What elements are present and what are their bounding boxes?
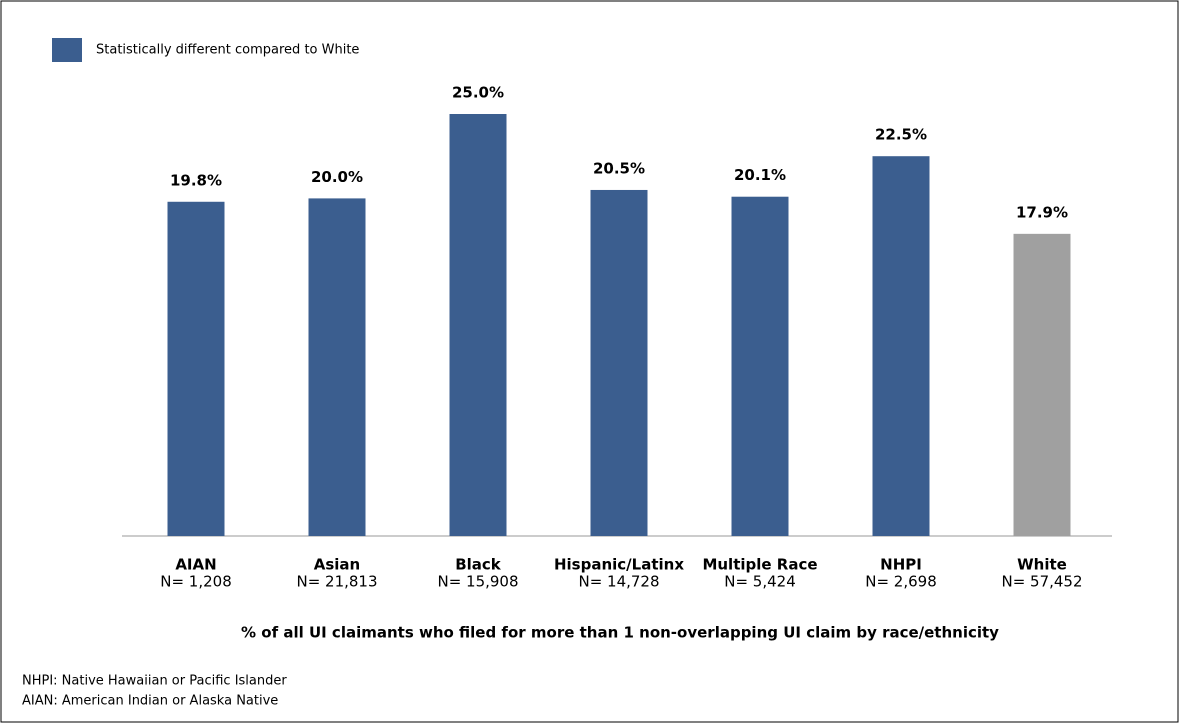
x-tick-label: Black	[455, 556, 502, 574]
x-axis-title: % of all UI claimants who filed for more…	[241, 624, 999, 642]
x-tick-label: Hispanic/Latinx	[554, 556, 684, 574]
value-label: 20.0%	[311, 168, 363, 186]
bar	[1013, 233, 1071, 536]
bar	[167, 201, 225, 536]
bar	[731, 196, 789, 536]
bar	[872, 156, 930, 536]
sample-size: N= 21,813	[296, 573, 377, 591]
x-tick-label: NHPI	[880, 556, 922, 574]
value-label: 20.5%	[593, 159, 645, 177]
x-tick-label: White	[1017, 556, 1067, 574]
value-label: 17.9%	[1016, 203, 1068, 221]
value-label: 25.0%	[452, 84, 504, 102]
value-label: 22.5%	[875, 126, 927, 144]
legend-label: Statistically different compared to Whit…	[96, 43, 359, 58]
x-tick-label: Asian	[314, 556, 360, 574]
sample-size: N= 5,424	[724, 573, 796, 591]
sample-size: N= 2,698	[865, 573, 937, 591]
sample-size: N= 15,908	[437, 573, 518, 591]
sample-size: N= 14,728	[578, 573, 659, 591]
footnote: NHPI: Native Hawaiian or Pacific Islande…	[22, 674, 287, 689]
footnote: AIAN: American Indian or Alaska Native	[22, 694, 278, 709]
x-tick-label: Multiple Race	[702, 556, 817, 574]
value-label: 19.8%	[170, 171, 222, 189]
sample-size: N= 1,208	[160, 573, 232, 591]
bar	[590, 189, 648, 536]
bar	[449, 114, 507, 536]
value-label: 20.1%	[734, 166, 786, 184]
legend-swatch	[52, 38, 82, 62]
x-tick-label: AIAN	[175, 556, 216, 574]
bar	[308, 198, 366, 536]
sample-size: N= 57,452	[1001, 573, 1082, 591]
